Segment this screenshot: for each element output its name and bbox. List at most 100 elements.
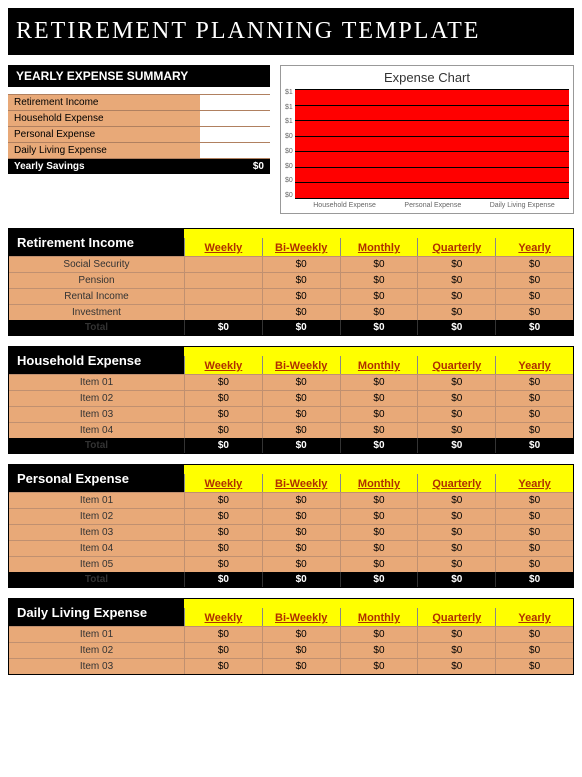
cell-value: $0 [495,541,573,556]
row-label: Item 01 [9,627,184,642]
table-row: Item 03$0$0$0$0$0 [9,524,573,540]
section-columns: WeeklyBi-WeeklyMonthlyQuarterlyYearly [184,599,573,626]
cell-value: $0 [262,257,340,272]
table-row: Item 03$0$0$0$0$0 [9,406,573,422]
table-row: Item 01$0$0$0$0$0 [9,374,573,390]
row-label: Item 03 [9,659,184,674]
chart-gridline [295,136,569,152]
cell-value: $0 [495,509,573,524]
total-cell: $0 [417,320,495,335]
chart-gridline [295,182,569,199]
column-header: Yearly [495,238,573,256]
cell-value: $0 [340,273,418,288]
summary-row: Retirement Income [8,94,270,111]
total-cell: $0 [340,572,418,587]
cell-value: $0 [184,509,262,524]
total-cell: $0 [340,320,418,335]
cell-value: $0 [417,407,495,422]
cell-value: $0 [495,391,573,406]
total-label: Total [9,320,184,335]
cell-value: $0 [417,423,495,438]
cell-value: $0 [262,423,340,438]
cell-value: $0 [262,273,340,288]
cell-value: $0 [417,289,495,304]
chart-gridline [295,151,569,167]
chart-title: Expense Chart [285,70,569,85]
total-cell: $0 [417,438,495,453]
total-cell: $0 [262,572,340,587]
section-header: Personal ExpenseWeeklyBi-WeeklyMonthlyQu… [9,465,573,492]
total-row: Total$0$0$0$0$0 [9,438,573,453]
total-cell: $0 [495,320,573,335]
summary-box: YEARLY EXPENSE SUMMARY Retirement Income… [8,65,270,214]
column-header: Monthly [340,238,418,256]
cell-value: $0 [262,493,340,508]
row-label: Item 03 [9,525,184,540]
table-row: Investment$0$0$0$0 [9,304,573,320]
row-label: Item 01 [9,375,184,390]
summary-row-label: Retirement Income [8,95,200,110]
summary-row: Daily Living Expense [8,142,270,159]
column-header: Quarterly [417,474,495,492]
column-header: Bi-Weekly [262,608,340,626]
total-cell: $0 [495,572,573,587]
cell-value: $0 [184,659,262,674]
section: Personal ExpenseWeeklyBi-WeeklyMonthlyQu… [8,464,574,588]
chart-gridline [295,167,569,183]
row-label: Item 02 [9,509,184,524]
summary-row-label: Personal Expense [8,127,200,142]
section: Daily Living ExpenseWeeklyBi-WeeklyMonth… [8,598,574,675]
total-row: Total$0$0$0$0$0 [9,572,573,587]
table-row: Item 02$0$0$0$0$0 [9,390,573,406]
summary-row: Household Expense [8,110,270,127]
chart-gridline [295,89,569,105]
table-row: Item 05$0$0$0$0$0 [9,556,573,572]
cell-value: $0 [184,627,262,642]
column-header: Monthly [340,474,418,492]
column-header: Quarterly [417,238,495,256]
column-header: Monthly [340,608,418,626]
cell-value: $0 [417,643,495,658]
section-columns: WeeklyBi-WeeklyMonthlyQuarterlyYearly [184,229,573,256]
cell-value: $0 [417,305,495,320]
chart-gridline [295,120,569,136]
column-header: Quarterly [417,608,495,626]
summary-row-label: Household Expense [8,111,200,126]
chart-ytick: $1 [285,118,293,125]
summary-row-value [200,95,270,110]
cell-value: $0 [184,525,262,540]
top-row: YEARLY EXPENSE SUMMARY Retirement Income… [8,65,574,214]
cell-value [184,257,262,272]
chart-x-axis: Household ExpensePersonal ExpenseDaily L… [299,202,569,209]
table-row: Item 01$0$0$0$0$0 [9,626,573,642]
cell-value: $0 [262,525,340,540]
cell-value [184,273,262,288]
total-cell: $0 [262,438,340,453]
cell-value: $0 [184,541,262,556]
cell-value: $0 [340,525,418,540]
cell-value: $0 [184,557,262,572]
column-header: Monthly [340,356,418,374]
cell-value: $0 [340,509,418,524]
cell-value: $0 [495,493,573,508]
chart-ytick: $0 [285,133,293,140]
cell-value: $0 [340,257,418,272]
section-header: Daily Living ExpenseWeeklyBi-WeeklyMonth… [9,599,573,626]
total-cell: $0 [262,320,340,335]
total-cell: $0 [184,572,262,587]
column-header: Bi-Weekly [262,238,340,256]
cell-value: $0 [340,627,418,642]
cell-value: $0 [262,557,340,572]
section-header: Household ExpenseWeeklyBi-WeeklyMonthlyQ… [9,347,573,374]
total-cell: $0 [340,438,418,453]
cell-value: $0 [495,289,573,304]
chart-plot-area [295,89,569,199]
total-cell: $0 [184,438,262,453]
chart-y-axis: $1$1$1$0$0$0$0$0 [285,89,295,199]
row-label: Item 01 [9,493,184,508]
cell-value: $0 [340,493,418,508]
cell-value: $0 [262,407,340,422]
section-title: Retirement Income [9,229,184,256]
cell-value: $0 [340,375,418,390]
chart-ytick: $0 [285,163,293,170]
